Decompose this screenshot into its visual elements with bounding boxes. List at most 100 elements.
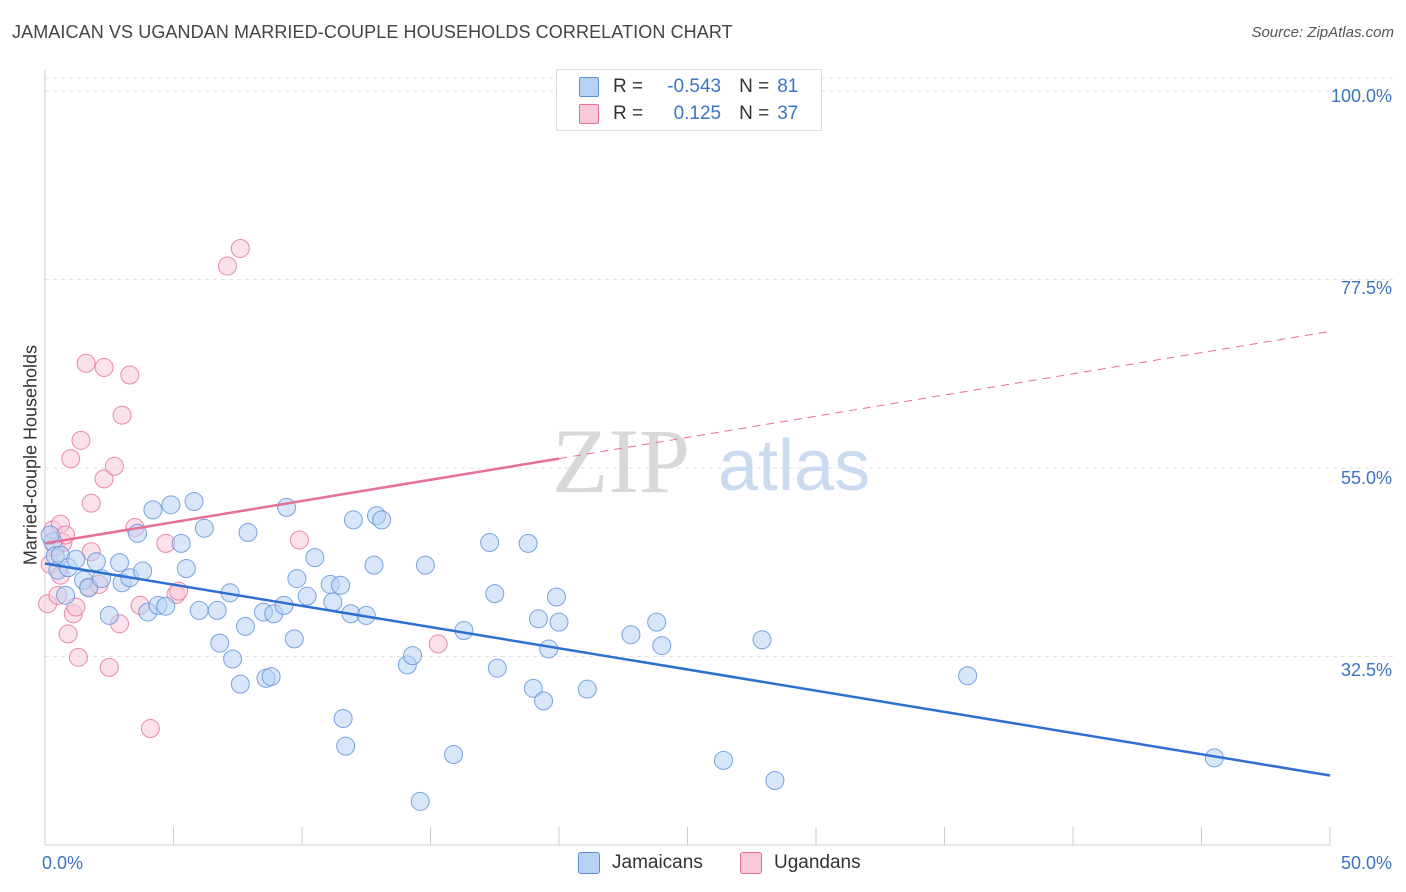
jamaicans-point <box>480 533 500 553</box>
jamaicans-point <box>161 495 181 515</box>
x-tick-label: 0.0% <box>42 853 84 873</box>
jamaicans-point <box>713 750 733 770</box>
jamaicans-point <box>518 533 538 553</box>
legend-item-ugandans: Ugandans <box>740 852 861 874</box>
jamaicans-point <box>410 791 430 811</box>
ugandans-point <box>112 405 132 425</box>
jamaicans-point <box>156 596 176 616</box>
n-value: 81 <box>777 76 799 97</box>
jamaicans-point <box>210 633 230 653</box>
ugandans-point <box>120 365 140 385</box>
jamaicans-point <box>485 584 505 604</box>
y-tick-label: 32.5% <box>1340 660 1392 680</box>
jamaicans-point <box>652 636 672 656</box>
r-label: R = <box>613 76 644 97</box>
jamaicans-point <box>523 678 543 698</box>
correlation-legend: R = -0.543 N = 81 R = 0.125 N = 37 <box>556 69 822 131</box>
jamaicans-point <box>765 770 785 790</box>
y-axis-label: Married-couple Households <box>20 344 41 566</box>
jamaicans-point <box>549 612 569 632</box>
jamaicans-point <box>577 679 597 699</box>
y-tick-label: 100.0% <box>1330 86 1392 106</box>
ugandans-point <box>104 456 124 476</box>
jamaicans-legend-swatch <box>578 852 600 874</box>
jamaicans-point <box>184 491 204 511</box>
watermark-zip: ZIP <box>552 410 690 512</box>
jamaicans-point <box>343 510 363 530</box>
x-tick-label: 50.0% <box>1340 853 1392 873</box>
jamaicans-point <box>297 586 317 606</box>
source-credit: Source: ZipAtlas.com <box>1251 24 1394 41</box>
axes <box>44 70 1331 846</box>
jamaicans-point <box>534 691 554 711</box>
jamaicans-point <box>331 575 351 595</box>
legend-row-ugandans: R = 0.125 N = 37 <box>579 102 798 126</box>
ugandans-trend-line <box>44 457 560 545</box>
ugandans-point <box>428 634 448 654</box>
ugandans-swatch <box>579 104 599 124</box>
jamaicans-point <box>143 500 163 520</box>
jamaicans-point <box>372 510 392 530</box>
ugandans-legend-label: Ugandans <box>774 852 861 873</box>
jamaicans-point <box>176 559 196 579</box>
jamaicans-point <box>958 666 978 686</box>
jamaicans-point <box>261 667 281 687</box>
ugandans-point <box>230 238 250 258</box>
r-label: R = <box>613 103 644 124</box>
ugandans-point <box>140 719 160 739</box>
jamaicans-point <box>171 533 191 553</box>
jamaicans-point <box>403 646 423 666</box>
jamaicans-legend-label: Jamaicans <box>612 852 703 873</box>
jamaicans-trend-line <box>44 562 1331 777</box>
ugandans-trend-line-extension <box>558 330 1331 460</box>
jamaicans-point <box>364 555 384 575</box>
jamaicans-point <box>621 625 641 645</box>
jamaicans-point <box>752 630 772 650</box>
n-value: 37 <box>777 103 799 124</box>
ugandans-legend-swatch <box>740 852 762 874</box>
jamaicans-point <box>40 525 60 545</box>
gridlines <box>45 77 1395 657</box>
ugandans-point <box>81 493 101 513</box>
jamaicans-point <box>189 600 209 620</box>
ugandans-point <box>289 530 309 550</box>
y-tick-label: 55.0% <box>1340 468 1392 488</box>
jamaicans-point <box>444 745 464 765</box>
ugandans-point <box>94 357 114 377</box>
chart-title: JAMAICAN VS UGANDAN MARRIED-COUPLE HOUSE… <box>12 22 733 42</box>
trend-lines <box>44 330 1331 777</box>
jamaicans-point <box>528 609 548 629</box>
jamaicans-point <box>99 605 119 625</box>
jamaicans-point <box>305 548 325 568</box>
legend-row-jamaicans: R = -0.543 N = 81 <box>579 75 798 99</box>
ugandans-point <box>94 469 114 489</box>
ugandans-point <box>71 430 91 450</box>
jamaicans-point <box>415 555 435 575</box>
ugandans-point <box>76 353 96 373</box>
jamaicans-point <box>86 552 106 572</box>
jamaicans-point <box>323 592 343 612</box>
y-tick-label: 77.5% <box>1340 278 1392 298</box>
jamaicans-point <box>235 616 255 636</box>
jamaicans-point <box>238 522 258 542</box>
ugandans-point <box>58 624 78 644</box>
n-label: N = <box>739 76 770 97</box>
jamaicans-point <box>647 612 667 632</box>
ugandans-point <box>68 647 88 667</box>
jamaicans-point <box>277 497 297 517</box>
n-label: N = <box>739 103 770 124</box>
ugandans-point <box>217 256 237 276</box>
jamaicans-point <box>539 639 559 659</box>
jamaicans-point <box>336 736 356 756</box>
jamaicans-point <box>284 629 304 649</box>
jamaicans-point <box>487 658 507 678</box>
jamaicans-swatch <box>579 77 599 97</box>
r-value: 0.125 <box>673 103 722 124</box>
ugandans-point <box>61 449 81 469</box>
ugandans-points <box>38 238 448 739</box>
jamaicans-point <box>194 518 214 538</box>
r-value: -0.543 <box>667 76 722 97</box>
legend-item-jamaicans: Jamaicans <box>578 852 703 874</box>
jamaicans-points <box>40 491 1224 811</box>
